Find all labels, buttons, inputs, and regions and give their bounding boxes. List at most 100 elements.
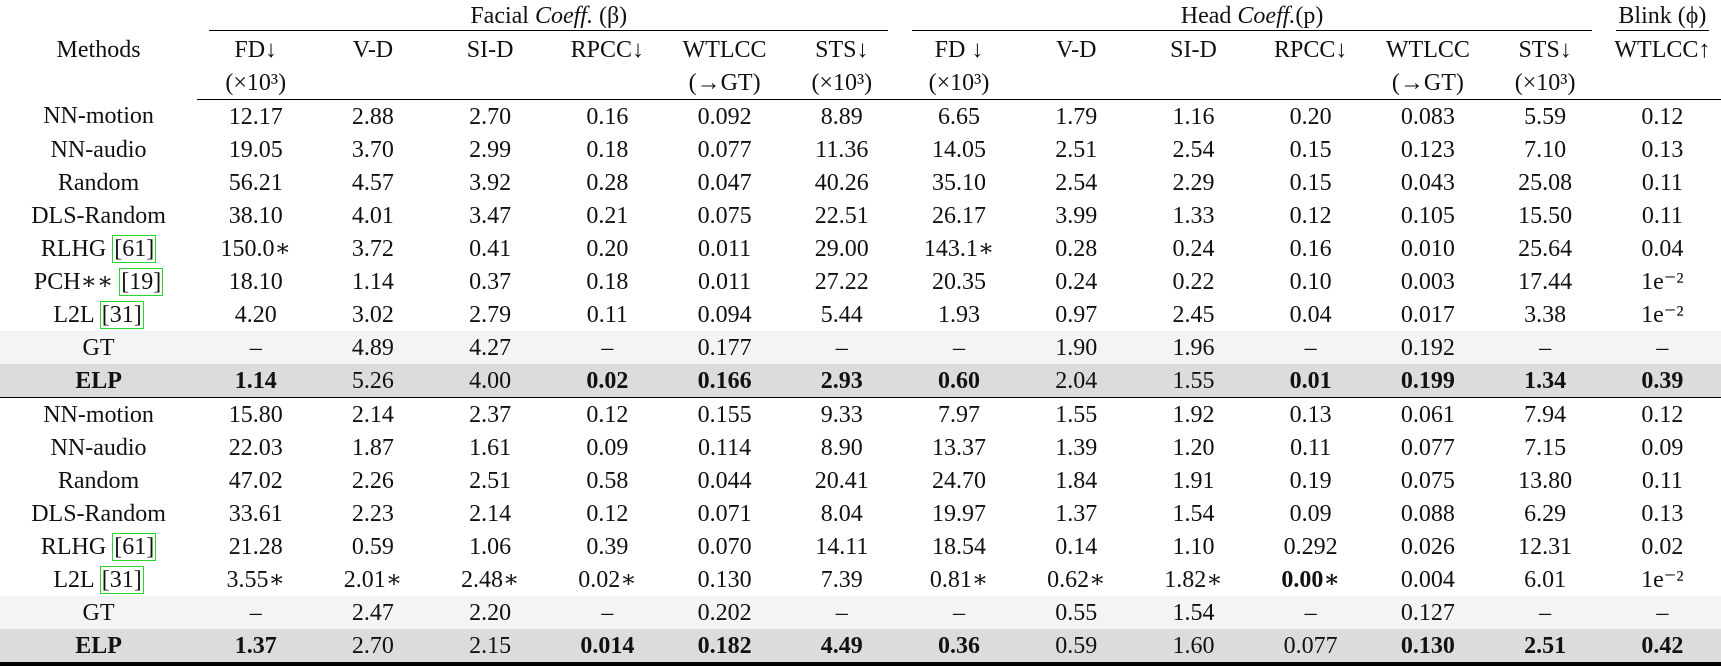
method-name: NN-audio: [50, 434, 147, 461]
method-cell: GT: [0, 331, 198, 364]
value-cell: 0.077: [1252, 629, 1370, 666]
group-title-part: Coeff.: [1237, 3, 1296, 29]
citation: [31]: [99, 565, 144, 594]
group-title: Head Coeff.(p): [912, 2, 1592, 31]
column-header: FD ↓: [934, 36, 984, 63]
value-cell: 0.014: [548, 629, 666, 666]
value-cell: 1.90: [1017, 331, 1135, 364]
method-name: L2L: [53, 301, 94, 328]
value-cell: –: [548, 331, 666, 364]
value-cell: 0.092: [697, 103, 752, 130]
table-row: Random 56.21 4.57 3.92 0.28 0.047 40.26 35.10 2.…: [0, 166, 1721, 199]
value-cell: 0.11: [1641, 202, 1683, 229]
value-cell: 0.130: [697, 566, 752, 593]
column-header: V-D: [352, 36, 394, 63]
value-cell: 0.075: [697, 202, 752, 229]
group-header: Facial Coeff. (β): [197, 0, 900, 33]
value-cell: –: [783, 331, 901, 364]
value-cell: 0.070: [697, 533, 752, 560]
table-row: DLS-Random 33.61 2.23 2.14 0.12 0.071 8.04 19.9…: [0, 497, 1721, 530]
value-cell: –: [1252, 331, 1370, 364]
value-cell: 1.06: [469, 533, 512, 560]
value-cell: 14.11: [815, 533, 869, 560]
table-row: NN-audio 22.03 1.87 1.61 0.09 0.114 8.90 13.37 1…: [0, 431, 1721, 464]
value-cell: 0.114: [698, 434, 752, 461]
header-row: FD↓ V-D SI-D RPCC↓ WTLCC STS↓ FD ↓ V-D SI-D RPCC↓…: [0, 33, 1721, 66]
value-cell: 0.292: [1283, 533, 1338, 560]
group-title-part: Blink (ϕ): [1618, 3, 1707, 29]
value-cell: 0.04: [1289, 301, 1332, 328]
method-cell: GT: [0, 596, 198, 629]
value-cell: 1.87: [351, 434, 394, 461]
value-cell: 2.15: [431, 629, 549, 666]
value-cell: 12.17: [228, 103, 283, 130]
value-cell: 2.14: [351, 401, 394, 428]
value-cell: 0.01: [1252, 364, 1370, 398]
method-name: PCH∗∗: [33, 268, 114, 295]
method-name: NN-motion: [43, 103, 154, 130]
value-cell: 0.192: [1369, 331, 1487, 364]
value-cell: 21.28: [228, 533, 283, 560]
column-header: WTLCC↑: [1614, 36, 1711, 63]
value-cell: 0.010: [1400, 235, 1455, 262]
value-cell: 2.37: [469, 401, 512, 428]
value-cell: 6.29: [1524, 500, 1567, 527]
value-cell: 2.93: [783, 364, 901, 398]
value-cell: 0.202: [665, 596, 784, 629]
method-cell: L2L [31]: [0, 298, 197, 331]
value-cell: 0.60: [900, 364, 1018, 398]
value-cell: 20.41: [814, 467, 869, 494]
value-cell: –: [197, 596, 315, 629]
value-cell: 2.51: [1486, 629, 1604, 666]
value-cell: 0.10: [1289, 268, 1332, 295]
value-cell: 0.20: [586, 235, 629, 262]
value-cell: 1.37: [197, 629, 315, 666]
method-cell: NN-audio: [0, 133, 197, 166]
value-cell: 0.047: [697, 169, 752, 196]
value-cell: 0.00∗: [1281, 566, 1340, 593]
value-cell: 1.60: [1134, 629, 1253, 666]
value-cell: 17.44: [1518, 268, 1573, 295]
value-cell: 0.127: [1369, 596, 1487, 629]
value-cell: 0.12: [586, 500, 629, 527]
value-cell: 3.38: [1524, 301, 1567, 328]
column-header-sub: [1017, 66, 1135, 100]
method-name: DLS-Random: [31, 500, 166, 527]
method-name: NN-audio: [50, 136, 147, 163]
value-cell: 0.58: [586, 467, 629, 494]
value-cell: 1.39: [1055, 434, 1098, 461]
value-cell: 1.84: [1055, 467, 1098, 494]
table-row: RLHG [61] 150.0∗ 3.72 0.41 0.20 0.011 29.00 143…: [0, 232, 1721, 265]
column-header-sub: (→GT): [1369, 66, 1487, 100]
column-header: WTLCC: [1385, 36, 1470, 63]
value-cell: 2.14: [469, 500, 512, 527]
value-cell: 0.130: [1369, 629, 1487, 666]
value-cell: 2.70: [469, 103, 512, 130]
value-cell: 7.15: [1524, 434, 1567, 461]
value-cell: 0.12: [586, 401, 629, 428]
value-cell: 9.33: [820, 401, 863, 428]
value-cell: 4.00: [431, 364, 549, 398]
value-cell: 2.88: [351, 103, 394, 130]
value-cell: 2.04: [1017, 364, 1135, 398]
value-cell: 0.04: [1641, 235, 1684, 262]
column-header: RPCC↓: [570, 36, 645, 63]
value-cell: 0.15: [1289, 136, 1332, 163]
value-cell: 1.82∗: [1164, 566, 1223, 593]
value-cell: 0.22: [1172, 268, 1215, 295]
value-cell: 4.01: [351, 202, 394, 229]
value-cell: 0.14: [1055, 533, 1098, 560]
value-cell: 1.96: [1134, 331, 1253, 364]
column-header-sub: (×10³): [1486, 66, 1604, 100]
method-cell: Random: [0, 166, 197, 199]
value-cell: 4.57: [351, 169, 394, 196]
column-header: SI-D: [1170, 36, 1217, 63]
value-cell: 0.12: [1641, 401, 1684, 428]
column-header-sub: (×10³): [900, 66, 1018, 100]
value-cell: 1.16: [1172, 103, 1215, 130]
value-cell: –: [900, 596, 1018, 629]
value-cell: 2.01∗: [343, 566, 403, 593]
value-cell: 2.54: [1055, 169, 1098, 196]
